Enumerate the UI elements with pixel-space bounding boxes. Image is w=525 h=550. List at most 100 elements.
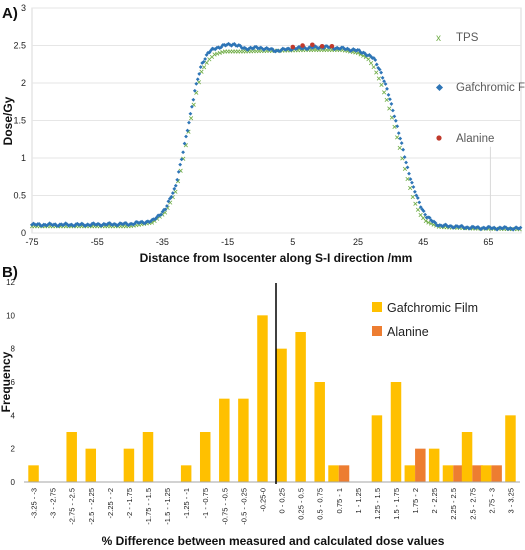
x-tick-label: 2 - 2.25 — [430, 488, 439, 513]
film-bar — [257, 315, 268, 482]
y-tick-label: 1.5 — [13, 116, 26, 126]
film-point — [160, 209, 165, 214]
x-tick-label: 0 - 0.25 — [278, 488, 287, 513]
alanine-bar — [338, 465, 350, 482]
tps-point — [413, 201, 418, 206]
film-point — [473, 226, 477, 230]
y-tick-label: 1 — [21, 153, 26, 163]
film-point — [178, 162, 183, 167]
film-point — [182, 141, 187, 146]
film-point — [366, 53, 370, 58]
film-bar — [442, 465, 454, 482]
film-point — [214, 45, 219, 50]
tps-point — [426, 220, 431, 225]
chart-a-x-axis-label: Distance from Isocenter along S-I direct… — [140, 251, 413, 265]
film-point — [53, 222, 58, 227]
film-point — [190, 104, 194, 109]
film-point — [153, 217, 158, 222]
film-point — [165, 204, 169, 208]
film-point — [69, 222, 74, 227]
film-point — [490, 226, 495, 231]
y-tick-label: 0 — [21, 228, 26, 238]
film-point — [404, 160, 408, 165]
film-point — [421, 209, 426, 213]
alanine-point — [329, 43, 335, 49]
film-point — [415, 196, 420, 200]
panel-a-label: A) — [2, 5, 18, 22]
film-point — [280, 46, 285, 51]
film-point — [144, 219, 149, 224]
x-tick-label: 1.25 - 1.5 — [373, 488, 382, 520]
film-point — [392, 114, 397, 119]
y-tick-label: 2 — [21, 78, 26, 88]
film-point — [59, 222, 64, 227]
film-point — [251, 46, 256, 51]
film-point — [401, 147, 406, 152]
film-point — [166, 199, 171, 204]
film-point — [477, 226, 482, 231]
y-tick-label: 6 — [11, 378, 16, 387]
tps-point — [217, 50, 222, 55]
film-point — [333, 46, 338, 51]
chart-b-legend: Gafchromic Film Alanine — [372, 301, 478, 339]
x-tick-label: 2.25 - 2.5 — [449, 488, 458, 520]
film-point — [374, 62, 379, 67]
chart-b: 0 2 4 6 8 10 12 -3.25 - -3 -3 - -2.75 -2.75 - -2… — [0, 278, 520, 548]
film-point — [417, 200, 422, 205]
film-point — [414, 193, 419, 198]
film-bar — [28, 465, 39, 482]
chart-a-legend: x TPS Gafchromic Film Alanine — [435, 32, 525, 145]
film-point — [140, 219, 144, 224]
film-point — [201, 60, 206, 64]
film-bar — [480, 465, 492, 482]
film-point — [503, 225, 508, 230]
film-point — [94, 222, 99, 227]
film-point — [373, 58, 378, 62]
film-point — [408, 177, 413, 182]
film-point — [388, 97, 392, 102]
film-point — [389, 102, 394, 106]
film-point — [433, 221, 438, 225]
film-point — [484, 226, 489, 231]
film-point — [145, 219, 150, 224]
film-point — [118, 221, 122, 226]
tps-point — [384, 97, 389, 102]
x-tick-label: -1 - -0.75 — [201, 488, 210, 518]
film-point — [135, 220, 140, 225]
film-point — [395, 124, 400, 129]
film-point — [96, 221, 100, 226]
x-tick-label: -2.75 - -2.5 — [68, 488, 77, 525]
film-point — [169, 194, 174, 199]
film-bar — [123, 448, 135, 482]
x-tick-label: 3 - 3.25 — [506, 488, 515, 513]
film-point — [382, 79, 386, 84]
alanine-bar — [453, 465, 464, 482]
film-point — [65, 222, 70, 227]
film-point — [187, 120, 191, 125]
film-point — [512, 226, 517, 231]
x-tick-label: -75 — [25, 237, 38, 247]
x-tick-label: -1.75 - -1.5 — [144, 488, 153, 525]
tps-point — [212, 52, 217, 57]
film-point — [468, 226, 473, 231]
film-point — [361, 50, 366, 55]
film-point — [75, 221, 80, 226]
film-point — [88, 223, 93, 228]
x-tick-label: -2.5 - -2.25 — [87, 488, 96, 525]
tps-point — [387, 106, 392, 111]
film-point — [170, 191, 175, 195]
film-point — [116, 222, 121, 227]
y-tick-label: 3 — [21, 3, 26, 13]
x-tick-label: -1.25 - -1 — [182, 488, 191, 518]
legend-alanine-bar-label: Alanine — [387, 325, 429, 339]
film-point — [407, 171, 411, 176]
film-point — [157, 213, 162, 218]
film-point — [379, 70, 384, 75]
y-tick-label: 2.5 — [13, 41, 26, 51]
film-point — [47, 221, 52, 226]
film-bar — [219, 398, 230, 482]
film-point — [390, 108, 395, 113]
film-point — [159, 212, 163, 217]
film-point — [471, 224, 476, 229]
